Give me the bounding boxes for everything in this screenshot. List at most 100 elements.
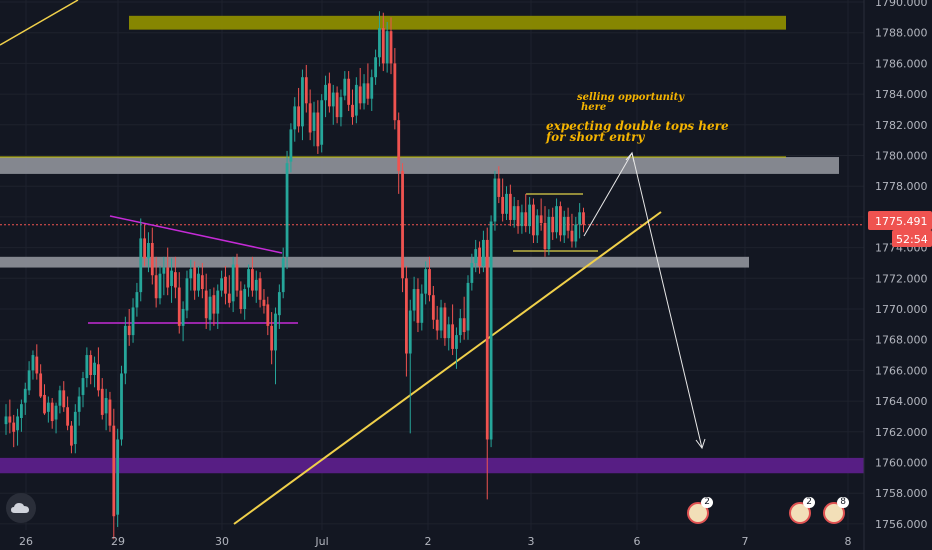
candle bbox=[289, 123, 293, 173]
candle-body bbox=[501, 196, 505, 214]
candle-body bbox=[239, 290, 243, 309]
candle-body bbox=[66, 407, 69, 426]
candle-body bbox=[243, 289, 247, 309]
candle-body bbox=[516, 206, 520, 227]
arrow-up-head bbox=[625, 151, 635, 163]
candle-body bbox=[127, 325, 131, 336]
candle-body bbox=[478, 247, 481, 267]
price-tick-label: 1784.000 bbox=[875, 88, 928, 101]
candle bbox=[120, 365, 123, 446]
candle bbox=[539, 198, 543, 231]
candle-body bbox=[254, 279, 258, 291]
candle bbox=[439, 299, 443, 339]
candle bbox=[312, 101, 316, 147]
candle bbox=[335, 86, 339, 124]
candle bbox=[20, 399, 23, 432]
candle bbox=[566, 207, 570, 239]
candle bbox=[324, 75, 327, 118]
candle bbox=[97, 347, 100, 397]
candle bbox=[197, 266, 200, 297]
candle-body bbox=[528, 204, 531, 227]
countdown-timer: 52:54 bbox=[896, 233, 928, 246]
candle bbox=[50, 398, 54, 429]
candle bbox=[358, 68, 362, 110]
candle bbox=[262, 289, 266, 314]
candle-body bbox=[46, 402, 50, 412]
candle bbox=[208, 289, 212, 331]
price-tick-label: 1782.000 bbox=[875, 119, 928, 132]
candle bbox=[181, 301, 185, 342]
candle-body bbox=[31, 355, 35, 371]
candle-body bbox=[150, 242, 154, 276]
event-flag-badge[interactable]: 2 bbox=[789, 497, 815, 524]
candle-body bbox=[381, 28, 385, 64]
candle bbox=[412, 276, 416, 322]
candle-body bbox=[131, 307, 135, 336]
annotation-here: here bbox=[581, 102, 606, 113]
candle bbox=[54, 402, 58, 434]
candle bbox=[251, 256, 254, 297]
candle-body bbox=[112, 425, 116, 517]
candle-body bbox=[35, 356, 39, 374]
candle-body bbox=[177, 287, 181, 326]
candle-body bbox=[408, 310, 412, 354]
annotation-selling: selling opportunity bbox=[577, 92, 685, 103]
candle bbox=[31, 350, 35, 380]
candle bbox=[374, 49, 377, 85]
candle-body bbox=[320, 100, 324, 145]
candle-body bbox=[208, 296, 212, 320]
candle bbox=[416, 278, 420, 333]
candle-body bbox=[308, 103, 312, 133]
event-flag-badge[interactable]: 8 bbox=[823, 497, 849, 524]
candle bbox=[431, 285, 435, 329]
triangle-upper-line bbox=[109, 215, 283, 254]
candle-body bbox=[154, 275, 158, 299]
candle bbox=[73, 404, 77, 454]
current-price-box bbox=[868, 211, 932, 230]
candle-body bbox=[324, 84, 327, 101]
candle bbox=[301, 69, 304, 141]
candle-body bbox=[23, 388, 27, 403]
candle bbox=[524, 193, 528, 233]
candle bbox=[551, 207, 555, 240]
candle-body bbox=[270, 325, 274, 351]
candle-body bbox=[108, 399, 112, 426]
candle bbox=[497, 166, 501, 204]
candle-body bbox=[520, 212, 524, 227]
candle bbox=[420, 284, 424, 331]
price-tick-label: 1766.000 bbox=[875, 364, 928, 377]
candle bbox=[231, 256, 235, 313]
candle-body bbox=[27, 370, 31, 391]
price-ticks: 1790.000 1788.000 1786.000 1784.000 1782.000… bbox=[875, 0, 928, 531]
candle-body bbox=[512, 206, 516, 220]
candle-body bbox=[231, 264, 235, 302]
zone-rect bbox=[129, 15, 786, 30]
candle-body bbox=[266, 304, 270, 326]
candle-body bbox=[385, 31, 389, 64]
candle bbox=[285, 150, 289, 270]
candle-body bbox=[189, 269, 193, 279]
candle-body bbox=[466, 282, 470, 331]
candle-body bbox=[204, 290, 208, 319]
candle-body bbox=[285, 163, 289, 257]
price-tick-label: 1758.000 bbox=[875, 487, 928, 500]
candle-body bbox=[258, 278, 262, 300]
tradingview-logo-button[interactable] bbox=[6, 493, 36, 523]
ascending-trendline bbox=[233, 211, 662, 525]
candle bbox=[385, 21, 389, 73]
candle-body bbox=[551, 216, 555, 233]
event-flag-badge[interactable]: 2 bbox=[687, 497, 713, 524]
candle-body bbox=[559, 206, 562, 236]
candle-body bbox=[508, 193, 512, 220]
candle bbox=[370, 69, 374, 111]
price-axis[interactable] bbox=[864, 0, 932, 550]
candle-body bbox=[574, 224, 578, 242]
date-tick-label: 6 bbox=[634, 535, 641, 548]
candle bbox=[212, 287, 216, 326]
candle-body bbox=[497, 178, 501, 197]
trendline-top-left bbox=[0, 0, 79, 46]
candle bbox=[174, 256, 177, 299]
date-ticks: 26 29 30 Jul 2 3 6 7 8 bbox=[19, 535, 852, 548]
candle bbox=[378, 11, 381, 67]
